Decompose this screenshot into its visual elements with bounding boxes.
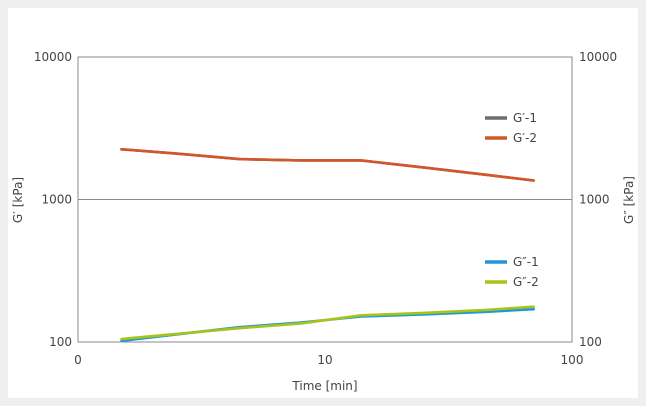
legend-entry-label: G′-2 [513,131,537,145]
right-y-axis-ticks: 100 1000 10000 [579,50,617,349]
plot-area-frame [77,56,573,343]
legend-storage-modulus: G′-1 G′-2 [479,106,555,150]
right-y-axis-label: G″ [kPa] [622,176,636,224]
series-line-G′-2 [120,148,536,182]
y-tick-label-left: 1000 [41,193,72,207]
legend-box [479,250,555,294]
y-tick-label-right: 100 [579,335,602,349]
x-tick-label: 100 [561,353,584,367]
y-tick-label-right: 10000 [579,50,617,64]
left-y-axis-label: G′ [kPa] [11,177,25,223]
y-tick-label-left: 10000 [34,50,72,64]
legend-entry-label: G′-1 [513,111,537,125]
y-tick-label-left: 100 [49,335,72,349]
legend-entry-label: G″-2 [513,275,539,289]
x-axis-ticks: 0 10 100 [74,353,583,367]
x-tick-label: 10 [317,353,332,367]
legend-entry-label: G″-1 [513,255,539,269]
legend-box [479,106,555,150]
legend-loss-modulus: G″-1 G″-2 [479,250,555,294]
y-tick-label-right: 1000 [579,193,610,207]
x-axis-label: Time [min] [291,379,357,393]
chart-background [8,8,638,398]
x-tick-label: 0 [74,353,82,367]
series-lines [120,148,536,343]
series-line-G″-2 [120,305,536,341]
left-y-axis-ticks: 100 1000 10000 [34,50,72,349]
